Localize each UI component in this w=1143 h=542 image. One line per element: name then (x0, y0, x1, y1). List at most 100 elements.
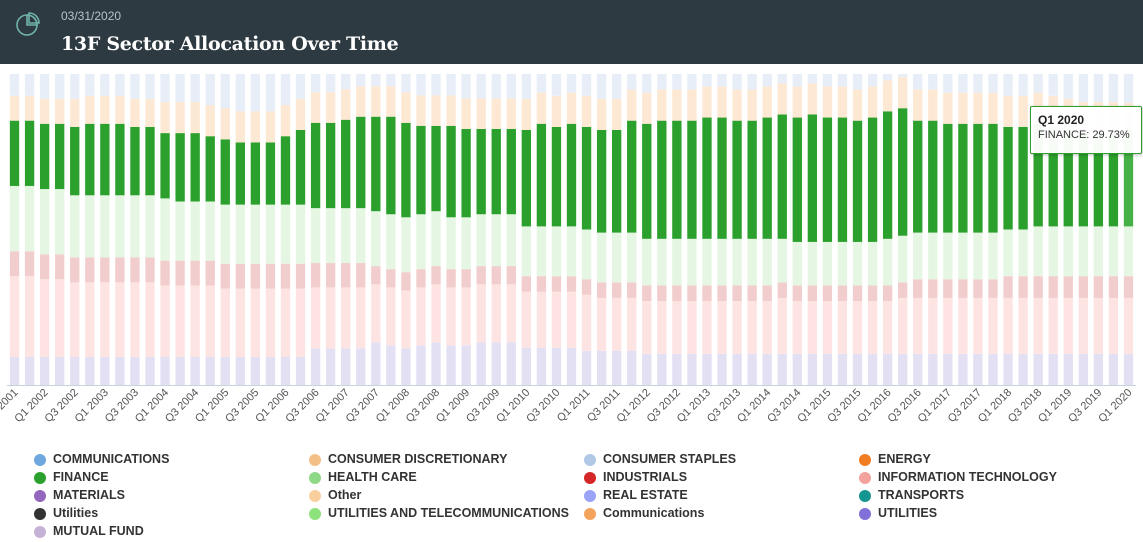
bar-segment-finance-q3-2004[interactable] (190, 133, 200, 202)
bar-segment-health-care-q4-2017[interactable] (988, 232, 998, 280)
bar-segment-information-technology-q4-2004[interactable] (205, 285, 215, 358)
bar-segment-information-technology-q2-2008[interactable] (416, 287, 426, 346)
bar-segment-consumer-staples-q4-2003[interactable] (145, 74, 155, 99)
bar-segment-finance-q2-2018[interactable] (1018, 126, 1028, 230)
bar-segment-consumer-discretionary-q3-2017[interactable] (973, 92, 983, 124)
bar-segment-information-technology-q1-2011[interactable] (581, 294, 592, 351)
bar-segment-information-technology-q2-2016[interactable] (898, 297, 908, 354)
bar-segment-finance-q4-2015[interactable] (867, 117, 878, 242)
bar-segment-health-care-q1-2005[interactable] (220, 204, 230, 264)
bar-segment-health-care-q3-2009[interactable] (491, 214, 501, 267)
bar-segment-consumer-staples-q1-2009[interactable] (461, 74, 471, 99)
bar-segment-consumer-discretionary-q1-2011[interactable] (581, 95, 592, 127)
bar-segment-information-technology-q4-2015[interactable] (867, 301, 878, 354)
bar-segment-consumer-staples-q4-2002[interactable] (85, 74, 95, 96)
bar-segment-consumer-staples-q3-2001[interactable] (9, 74, 20, 96)
bar-segment-information-technology-q1-2009[interactable] (461, 287, 471, 346)
bar-segment-consumer-staples-q2-2005[interactable] (235, 74, 245, 112)
bar-segment-industrials-q3-2004[interactable] (190, 260, 200, 286)
bar-segment-consumer-discretionary-q1-2012[interactable] (642, 92, 652, 124)
bar-segment-other-sectors-bottom--q2-2008[interactable] (416, 345, 426, 385)
bar-segment-information-technology-q1-2014[interactable] (762, 301, 772, 354)
bar-segment-consumer-discretionary-q2-2006[interactable] (295, 98, 306, 130)
bar-segment-consumer-staples-q1-2008[interactable] (401, 74, 411, 93)
bar-segment-health-care-q1-2010[interactable] (521, 226, 531, 277)
bar-segment-information-technology-q3-2016[interactable] (913, 297, 923, 354)
bar-segment-consumer-staples-q3-2019[interactable] (1093, 74, 1104, 102)
bar-segment-other-sectors-bottom--q4-2007[interactable] (386, 345, 396, 385)
bar-segment-information-technology-q1-2004[interactable] (160, 285, 170, 358)
bar-segment-finance-q3-2009[interactable] (491, 128, 501, 215)
bar-segment-health-care-q1-2019[interactable] (1063, 226, 1073, 277)
bar-segment-finance-q3-2007[interactable] (371, 116, 381, 212)
bar-segment-industrials-q4-2011[interactable] (627, 282, 637, 298)
bar-segment-consumer-staples-q1-2010[interactable] (521, 74, 531, 99)
bar-segment-consumer-discretionary-q3-2013[interactable] (732, 89, 742, 121)
bar-segment-consumer-discretionary-q4-2005[interactable] (265, 111, 276, 143)
bar-segment-finance-q1-2005[interactable] (220, 139, 230, 205)
bar-segment-other-sectors-bottom--q3-2004[interactable] (190, 357, 200, 385)
bar-segment-finance-q3-2018[interactable] (1033, 123, 1043, 227)
bar-segment-industrials-q1-2013[interactable] (702, 285, 712, 302)
bar-segment-other-sectors-bottom--q3-2015[interactable] (852, 353, 863, 385)
bar-segment-finance-q3-2019[interactable] (1093, 133, 1104, 227)
bar-segment-other-sectors-bottom--q1-2017[interactable] (943, 353, 953, 385)
bar-segment-consumer-discretionary-q1-2009[interactable] (461, 98, 471, 129)
bar-segment-industrials-q4-2012[interactable] (687, 285, 697, 302)
bar-segment-information-technology-q2-2015[interactable] (837, 301, 848, 354)
bar-segment-finance-q3-2011[interactable] (611, 129, 622, 233)
bar-segment-information-technology-q4-2017[interactable] (988, 297, 998, 354)
bar-segment-information-technology-q2-2010[interactable] (536, 291, 547, 348)
bar-segment-information-technology-q1-2010[interactable] (521, 291, 531, 348)
bar-segment-health-care-q1-2014[interactable] (762, 238, 772, 286)
bar-segment-industrials-q3-2008[interactable] (431, 266, 441, 285)
bar-segment-consumer-staples-q1-2007[interactable] (341, 74, 351, 90)
bar-segment-finance-q1-2016[interactable] (882, 111, 893, 239)
bar-segment-health-care-q4-2016[interactable] (928, 232, 938, 280)
bar-segment-industrials-q3-2018[interactable] (1033, 276, 1043, 298)
bar-segment-consumer-discretionary-q3-2016[interactable] (913, 89, 923, 121)
bar-segment-information-technology-q4-2006[interactable] (325, 287, 336, 349)
bar-segment-information-technology-q1-2005[interactable] (220, 288, 230, 358)
bar-segment-consumer-discretionary-q1-2014[interactable] (762, 86, 772, 118)
bar-segment-health-care-q2-2018[interactable] (1018, 229, 1028, 277)
bar-segment-health-care-q2-2009[interactable] (476, 214, 486, 267)
bar-segment-finance-q4-2013[interactable] (747, 120, 757, 239)
bar-segment-industrials-q2-2017[interactable] (958, 279, 968, 298)
bar-segment-other-sectors-bottom--q1-2010[interactable] (521, 347, 531, 385)
bar-segment-consumer-staples-q2-2012[interactable] (657, 74, 667, 90)
bar-segment-consumer-discretionary-q2-2004[interactable] (175, 101, 185, 134)
bar-segment-consumer-discretionary-q1-2018[interactable] (1003, 95, 1013, 127)
bar-segment-industrials-q2-2011[interactable] (596, 282, 607, 298)
bar-segment-consumer-staples-q1-2013[interactable] (702, 74, 712, 87)
bar-segment-industrials-q4-2019[interactable] (1108, 276, 1119, 298)
bar-segment-information-technology-q1-2016[interactable] (882, 301, 893, 354)
bar-segment-industrials-q2-2012[interactable] (657, 285, 667, 302)
bar-segment-consumer-discretionary-q2-2012[interactable] (657, 89, 667, 121)
bar-segment-information-technology-q1-2006[interactable] (280, 288, 291, 358)
bar-segment-information-technology-q1-2017[interactable] (943, 297, 953, 354)
bar-segment-industrials-q4-2015[interactable] (867, 285, 878, 302)
bar-segment-information-technology-q2-2017[interactable] (958, 297, 968, 354)
bar-segment-other-sectors-bottom--q2-2015[interactable] (837, 353, 848, 385)
bar-segment-health-care-q1-2006[interactable] (280, 204, 291, 264)
bar-segment-finance-q4-2009[interactable] (506, 128, 516, 215)
bar-segment-health-care-q2-2007[interactable] (356, 208, 366, 264)
bar-segment-consumer-discretionary-q3-2009[interactable] (491, 98, 501, 129)
bar-segment-health-care-q1-2018[interactable] (1003, 229, 1013, 277)
bar-segment-consumer-discretionary-q3-2010[interactable] (551, 95, 562, 127)
bar-segment-consumer-discretionary-q2-2005[interactable] (235, 111, 245, 143)
bar-segment-other-sectors-bottom--q4-2006[interactable] (325, 348, 336, 385)
bar-segment-consumer-discretionary-q3-2002[interactable] (70, 98, 80, 127)
bar-segment-other-sectors-bottom--q2-2012[interactable] (657, 353, 667, 385)
bar-segment-consumer-staples-q1-2012[interactable] (642, 74, 652, 93)
bar-segment-information-technology-q2-2007[interactable] (356, 287, 366, 349)
bar-segment-finance-q1-2017[interactable] (943, 123, 953, 233)
bar-segment-consumer-staples-q3-2007[interactable] (371, 74, 381, 87)
bar-segment-health-care-q4-2004[interactable] (205, 201, 215, 261)
bar-segment-information-technology-q4-2002[interactable] (85, 282, 95, 358)
bar-segment-consumer-staples-q4-2016[interactable] (928, 74, 938, 90)
bar-segment-information-technology-q4-2016[interactable] (928, 297, 938, 354)
bar-segment-consumer-discretionary-q3-2005[interactable] (250, 111, 261, 143)
bar-segment-consumer-discretionary-q4-2002[interactable] (85, 95, 95, 124)
